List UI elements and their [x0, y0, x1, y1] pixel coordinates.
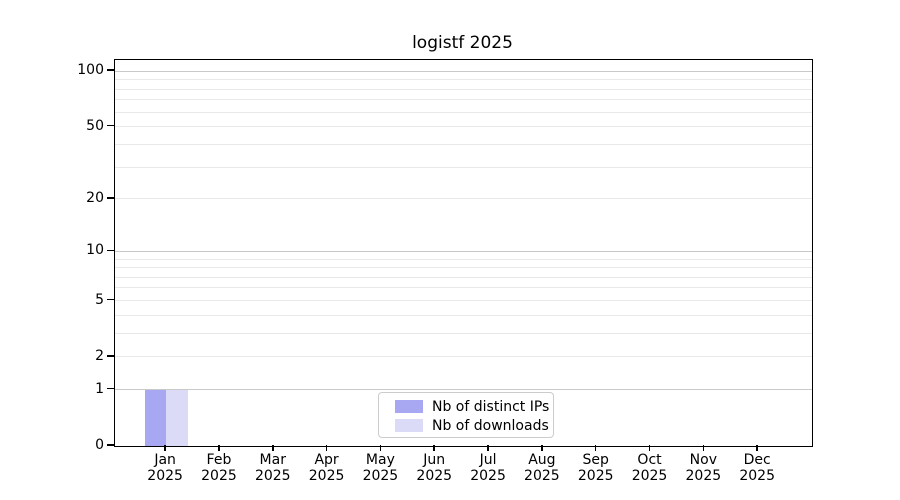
- x-tick-label: Oct 2025: [631, 452, 668, 484]
- minor-gridline: [115, 332, 812, 334]
- y-tick-label: 20: [86, 189, 104, 206]
- x-tick-label: Apr 2025: [308, 452, 345, 484]
- x-tick-label: Sep 2025: [577, 452, 614, 484]
- legend-row: Nb of distinct IPs: [379, 397, 553, 416]
- y-tick-mark: [107, 355, 114, 357]
- y-tick-label: 5: [95, 291, 104, 308]
- y-tick-mark: [107, 387, 114, 390]
- plot-area: [114, 59, 813, 447]
- legend-swatch: [395, 400, 423, 413]
- y-tick-label: 100: [77, 62, 104, 79]
- x-tick-mark: [379, 445, 382, 451]
- bar-nb-of-downloads: [166, 389, 188, 446]
- bar-nb-of-distinct-ips: [144, 389, 167, 446]
- y-tick-label: 50: [86, 117, 104, 134]
- x-tick-label: Jul 2025: [470, 452, 506, 484]
- y-tick-mark: [107, 298, 114, 301]
- x-tick-mark: [487, 445, 489, 451]
- minor-gridline: [115, 314, 812, 316]
- x-tick-mark: [164, 445, 166, 451]
- x-tick-label: Dec 2025: [739, 452, 775, 484]
- y-tick-mark: [107, 69, 114, 71]
- x-tick-mark: [594, 445, 597, 451]
- y-tick-label: 0: [95, 437, 104, 453]
- y-tick-mark: [107, 124, 114, 127]
- x-tick-label: Feb 2025: [201, 452, 237, 484]
- legend-row: Nb of downloads: [379, 416, 553, 435]
- minor-gridline: [115, 126, 812, 128]
- minor-gridline: [115, 99, 812, 101]
- legend-swatch: [395, 419, 423, 432]
- y-tick-label: 10: [86, 242, 104, 259]
- y-tick-label: 1: [95, 380, 104, 397]
- y-tick-mark: [107, 444, 114, 446]
- x-tick-mark: [433, 445, 435, 451]
- x-tick-label: Jun 2025: [416, 452, 453, 484]
- minor-gridline: [115, 79, 812, 81]
- minor-gridline: [115, 111, 812, 113]
- chart-title: logistf 2025: [412, 33, 513, 53]
- x-tick-mark: [325, 445, 328, 451]
- x-tick-mark: [648, 445, 651, 451]
- minor-gridline: [115, 287, 812, 289]
- x-tick-label: Aug 2025: [524, 452, 560, 484]
- minor-gridline: [115, 198, 812, 200]
- minor-gridline: [115, 143, 812, 145]
- x-tick-mark: [272, 445, 274, 451]
- major-gridline: [115, 70, 812, 72]
- y-tick-label: 2: [95, 347, 104, 364]
- minor-gridline: [115, 276, 812, 278]
- legend-label: Nb of downloads: [432, 417, 549, 434]
- minor-gridline: [115, 356, 812, 358]
- major-gridline: [115, 389, 812, 391]
- y-tick-mark: [107, 249, 114, 252]
- x-tick-mark: [541, 445, 543, 451]
- x-tick-mark: [702, 445, 705, 451]
- x-tick-label: Mar 2025: [254, 452, 291, 484]
- x-tick-label: May 2025: [362, 452, 399, 484]
- x-tick-mark: [218, 445, 220, 451]
- legend: Nb of distinct IPs Nb of downloads: [378, 392, 554, 438]
- minor-gridline: [115, 258, 812, 260]
- minor-gridline: [115, 267, 812, 269]
- legend-label: Nb of distinct IPs: [432, 398, 550, 415]
- x-tick-mark: [756, 445, 758, 451]
- x-tick-label: Jan 2025: [147, 452, 183, 484]
- minor-gridline: [115, 166, 812, 168]
- minor-gridline: [115, 88, 812, 90]
- minor-gridline: [115, 300, 812, 301]
- x-tick-label: Nov 2025: [685, 452, 722, 484]
- y-tick-mark: [107, 197, 114, 199]
- major-gridline: [115, 250, 812, 252]
